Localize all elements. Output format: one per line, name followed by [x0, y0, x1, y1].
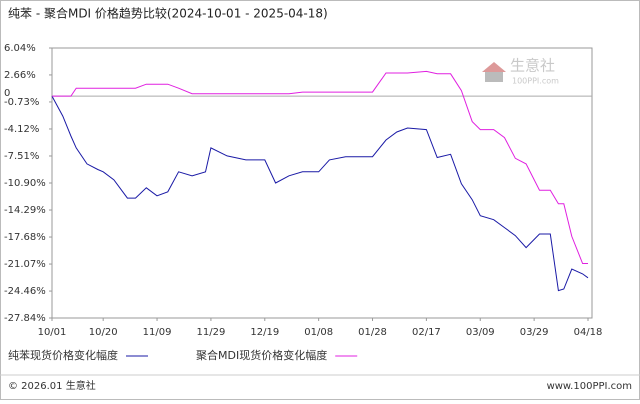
watermark-text: 生意社 — [510, 57, 555, 75]
y-tick-label: 2.66% — [4, 70, 36, 81]
x-tick-label: 11/09 — [143, 327, 172, 338]
logo-body — [485, 72, 503, 82]
watermark: 生意社 100PPI.com — [482, 57, 559, 86]
x-tick-label: 03/09 — [466, 327, 495, 338]
y-tick-label: -27.84% — [4, 313, 46, 324]
y-tick-label: 6.04% — [4, 43, 36, 54]
y-tick-label: -0.73% — [4, 97, 39, 108]
chart-title: 纯苯 - 聚合MDI 价格趋势比较(2024-10-01 - 2025-04-1… — [8, 6, 328, 21]
watermark-url: 100PPI.com — [512, 77, 559, 86]
y-tick-label: -24.46% — [4, 286, 46, 297]
x-tick-label: 02/17 — [412, 327, 441, 338]
footer-right: www.100PPI.com — [547, 381, 632, 392]
x-tick-label: 04/18 — [574, 327, 603, 338]
y-tick-label: -10.90% — [4, 178, 46, 189]
series-line — [52, 70, 588, 264]
y-tick-label: -14.29% — [4, 205, 46, 216]
legend-label: 聚合MDI现货价格变化幅度 — [196, 348, 327, 362]
x-tick-label: 12/19 — [250, 327, 279, 338]
zero-label: 0 — [4, 88, 10, 99]
footer-left: © 2026.01 生意社 — [8, 379, 96, 392]
logo-roof — [482, 62, 506, 72]
x-tick-label: 10/20 — [89, 327, 118, 338]
x-tick-label: 01/08 — [304, 327, 333, 338]
x-tick-label: 01/28 — [358, 327, 387, 338]
x-tick-label: 11/29 — [197, 327, 226, 338]
x-tick-label: 10/01 — [38, 327, 67, 338]
y-tick-label: -4.12% — [4, 124, 39, 135]
series-line — [51, 95, 589, 292]
y-tick-label: -17.68% — [4, 232, 46, 243]
y-tick-label: -7.51% — [4, 151, 39, 162]
x-tick-label: 03/29 — [520, 327, 549, 338]
legend-label: 纯苯现货价格变化幅度 — [8, 348, 118, 362]
y-tick-label: -21.07% — [4, 259, 46, 270]
